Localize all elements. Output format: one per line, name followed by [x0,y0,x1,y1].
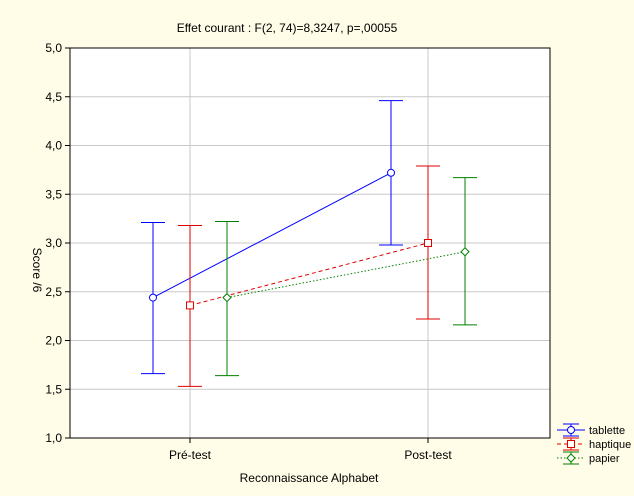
x-tick-label: Pré-test [169,448,212,462]
axis-layer: 1,0 1,5 2,0 2,5 3,0 3,5 4,0 4,5 5,0 Pré-test Post-… [45,41,551,462]
legend-item-haptique: haptique [557,437,631,451]
legend-label: papier [589,453,620,465]
series-layer [141,100,477,387]
legend-item-tablette: tablette [557,423,625,437]
y-axis-label: Score /6 [30,248,44,293]
y-tick-label: 4,5 [45,90,62,104]
series-line [189,242,429,306]
y-tick-label: 2,5 [45,285,62,299]
y-tick-label: 5,0 [45,41,62,55]
x-tick-label: Post-test [404,448,452,462]
series-haptique [178,165,440,387]
series-papier [215,177,477,377]
series-line [152,172,392,299]
y-tick-label: 3,5 [45,187,62,201]
legend-marker [567,426,575,434]
x-axis-label: Reconnaissance Alphabet [240,471,379,485]
grid-layer [70,48,550,438]
legend: tablette haptique papier [557,423,631,465]
y-tick-label: 1,5 [45,382,62,396]
y-tick-label: 4,0 [45,139,62,153]
legend-label: tablette [589,425,625,437]
y-tick-label: 3,0 [45,236,62,250]
legend-marker [567,440,575,448]
legend-marker [566,453,576,463]
data-point [222,292,232,303]
data-point [387,168,395,177]
data-point [186,301,194,310]
y-tick-label: 1,0 [45,431,62,445]
y-tick-label: 2,0 [45,334,62,348]
legend-label: haptique [589,439,631,451]
chart-title: Effet courant : F(2, 74)=8,3247, p=,0005… [177,21,398,35]
data-point [424,239,432,247]
data-point [460,247,470,257]
legend-item-papier: papier [557,451,620,465]
series-tablette [141,100,403,375]
data-point [149,293,157,302]
